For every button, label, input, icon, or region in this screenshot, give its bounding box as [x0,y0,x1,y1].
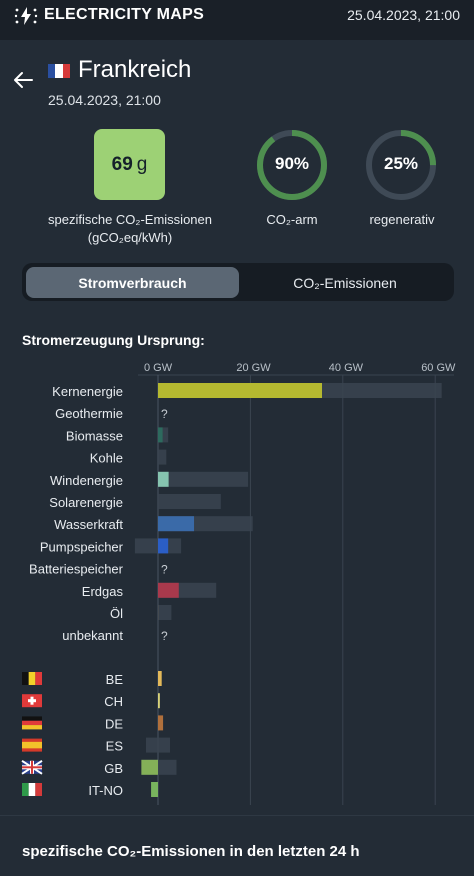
renewable-gauge[interactable]: 25% [364,128,438,202]
production-bar [158,427,163,443]
exchange-bar [158,693,160,709]
renewable-gauge-arc [366,130,436,200]
capacity-bar [158,471,249,487]
zone-date: 25.04.2023, 21:00 [48,92,161,108]
app-header: ELECTRICITY MAPS 25.04.2023, 21:00 [0,0,474,40]
capacity-bar [158,449,167,465]
low-carbon-label: CO₂-arm [266,212,318,227]
source-label: Öl [110,606,123,621]
unknown-value-marker: ? [161,629,168,643]
exchange-bar [158,671,162,686]
flag-spain-icon [22,741,42,749]
section-divider [0,815,474,816]
header-datetime[interactable]: 25.04.2023, 21:00 [347,7,460,23]
flag-italy-icon [35,783,42,796]
exchange-label: GB [104,761,123,776]
carbon-intensity-label-line2: (gCO₂eq/kWh) [87,230,173,245]
flag-italy-icon [28,783,36,796]
flag-belgium-icon [28,672,36,685]
exchange-bar [141,759,158,775]
exchange-bar [151,782,158,797]
unknown-value-marker: ? [161,407,168,421]
origin-section-title: Stromerzeugung Ursprung: [22,332,205,348]
renewable-label: regenerativ [369,212,435,227]
source-label: Windenergie [50,473,123,488]
lightning-logo-icon [14,7,38,25]
exchange-bar [158,715,164,731]
exchange-label: DE [105,716,123,731]
low-carbon-gauge[interactable]: 90% [255,128,329,202]
x-tick-label: 0 GW [144,362,173,374]
source-label: Kohle [90,451,123,466]
carbon-intensity-label-line1: spezifische CO₂-Emissionen [48,212,212,227]
exchange-label: CH [104,694,123,709]
flag-belgium-icon [35,672,42,685]
flag-germany-icon [22,720,42,726]
tab-electricity-consumption[interactable]: Stromverbrauch [26,267,239,298]
production-bar [158,383,323,398]
source-label: Erdgas [82,584,124,599]
france-flag-icon [48,64,70,78]
back-arrow-icon[interactable] [10,68,36,92]
renewable-value: 25% [383,154,419,173]
flag-italy-icon [22,783,29,796]
tab-co2-emissions[interactable]: CO₂-Emissionen [293,274,397,291]
production-bar [158,471,169,487]
source-label: Solarenergie [49,495,123,510]
low-carbon-value: 90% [274,154,310,173]
source-label: Pumpspeicher [40,539,124,554]
capacity-bar [158,605,172,620]
exchange-label: BE [106,672,124,687]
history-section-title: spezifische CO₂-Emissionen in den letzte… [22,843,360,860]
flag-belgium-icon [22,672,29,685]
x-tick-label: 40 GW [329,362,364,374]
source-label: Batteriespeicher [29,562,124,577]
production-bar [158,582,179,598]
flag-germany-icon [22,716,42,721]
x-tick-label: 60 GW [421,362,456,374]
flag-switzerland-icon [28,699,36,703]
source-label: Kernenergie [52,384,123,399]
capacity-bar [158,494,221,509]
source-label: unbekannt [62,628,123,643]
low-carbon-gauge-arc [257,130,327,200]
carbon-intensity-value: 69 [111,153,133,175]
carbon-intensity-unit: g [136,153,148,175]
unknown-value-marker: ? [161,563,168,577]
source-label: Geothermie [55,406,123,421]
x-tick-label: 20 GW [236,362,271,374]
exchange-label: IT-NO [88,783,123,798]
exchange-label: ES [106,739,124,754]
zone-name: Frankreich [78,56,192,83]
carbon-intensity-box[interactable]: 69 g [94,129,165,200]
flag-uk-icon [22,766,42,769]
production-chart: 0 GW 20 GW 40 GW 60 GW Kernenergie Geothermie… [21,362,456,805]
carbon-intensity-label: spezifische CO₂-Emissionen (gCO₂eq/kWh) [30,211,230,247]
source-label: Wasserkraft [54,517,123,532]
production-bar [158,516,195,532]
production-bar [158,538,169,554]
capacity-bar [158,427,169,443]
flag-germany-icon [22,725,42,730]
exchange-capacity-bar [145,737,171,753]
brand-name: ELECTRICITY MAPS [44,6,205,23]
source-label: Biomasse [66,428,123,443]
